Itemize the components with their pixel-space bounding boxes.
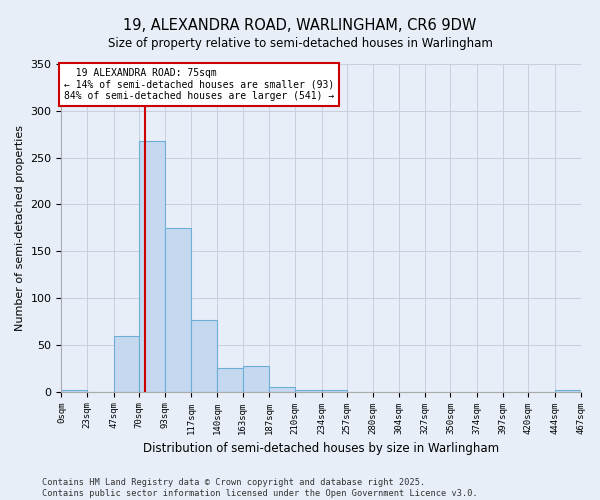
Text: 19, ALEXANDRA ROAD, WARLINGHAM, CR6 9DW: 19, ALEXANDRA ROAD, WARLINGHAM, CR6 9DW	[124, 18, 476, 32]
Y-axis label: Number of semi-detached properties: Number of semi-detached properties	[15, 125, 25, 331]
Bar	[113, 336, 139, 392]
Bar	[322, 390, 347, 392]
Bar	[217, 368, 242, 392]
Bar	[165, 228, 191, 392]
Text: Contains HM Land Registry data © Crown copyright and database right 2025.
Contai: Contains HM Land Registry data © Crown c…	[42, 478, 478, 498]
Text: 19 ALEXANDRA ROAD: 75sqm
← 14% of semi-detached houses are smaller (93)
84% of s: 19 ALEXANDRA ROAD: 75sqm ← 14% of semi-d…	[64, 68, 334, 101]
Bar	[191, 320, 217, 392]
Bar	[555, 390, 581, 392]
Bar	[269, 387, 295, 392]
Text: Size of property relative to semi-detached houses in Warlingham: Size of property relative to semi-detach…	[107, 38, 493, 51]
Bar	[61, 390, 87, 392]
Bar	[139, 141, 165, 392]
X-axis label: Distribution of semi-detached houses by size in Warlingham: Distribution of semi-detached houses by …	[143, 442, 499, 455]
Bar	[295, 390, 322, 392]
Bar	[242, 366, 269, 392]
